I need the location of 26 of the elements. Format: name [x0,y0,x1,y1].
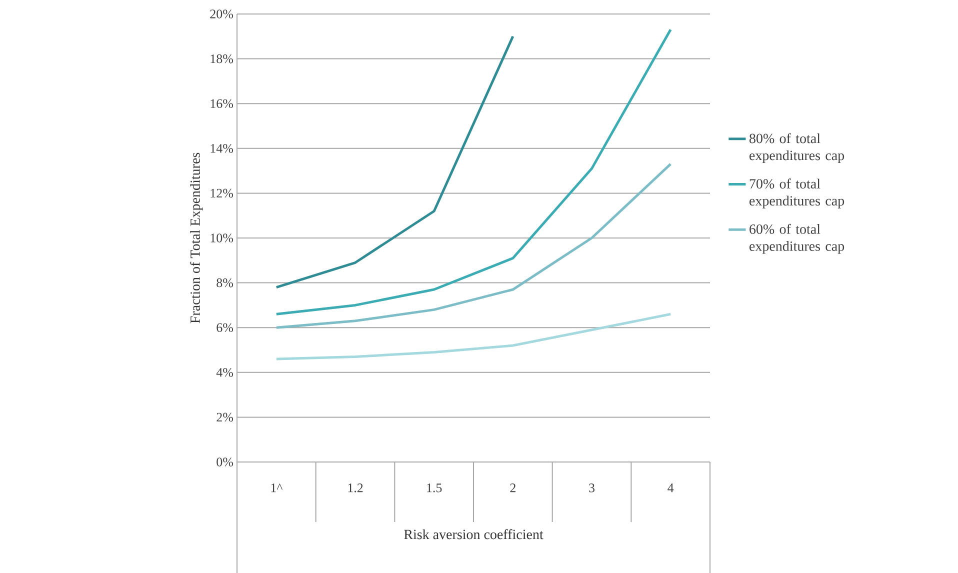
x-tick-label: 3 [589,484,594,492]
y-tick-label: 14% [210,144,234,153]
x-axis-title: Risk aversion coefficient [404,529,544,540]
x-tick-label: 1.5 [427,484,442,492]
line-series [275,312,672,360]
y-tick-label: 16% [210,99,234,108]
x-tick-label: 1^ [271,484,283,492]
x-tick-label: 4 [668,484,674,492]
legend-label: 70% of total expenditures cap [750,178,844,208]
line-series [275,35,514,289]
y-tick-label: 10% [210,234,234,242]
x-tick-label: 2 [510,484,516,492]
legend-label: 60% of total expenditures cap [750,224,844,254]
y-axis-title: Fraction of Total Expenditures [190,152,203,324]
y-tick-label: 18% [210,54,234,64]
y-tick-label: 8% [216,278,234,288]
line-series [275,28,672,316]
line-series [275,162,672,329]
y-tick-label: 2% [216,412,234,422]
legend-label: 80% of total expenditures cap [750,133,844,164]
x-tick-label: 1.2 [348,484,363,492]
y-tick-label: 12% [210,188,234,198]
y-tick-label: 20% [210,10,234,18]
y-tick-label: 0% [216,458,234,466]
y-tick-label: 6% [216,323,234,332]
y-tick-label: 4% [216,368,234,377]
